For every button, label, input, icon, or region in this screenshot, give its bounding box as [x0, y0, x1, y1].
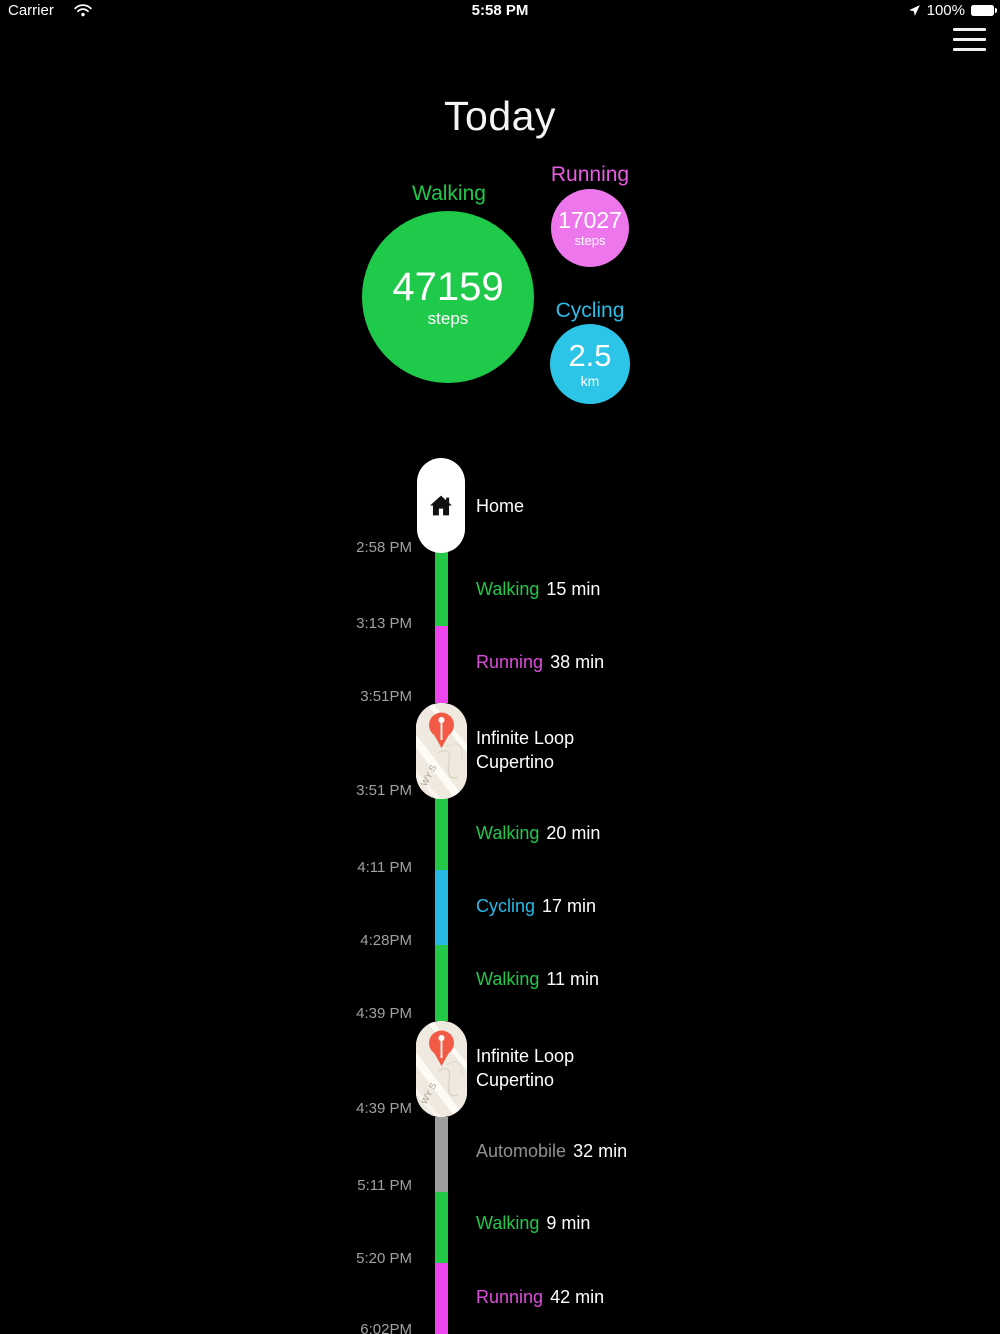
activity-duration: 9 min [546, 1213, 591, 1233]
battery-icon [971, 5, 997, 16]
walking-steps-unit: steps [427, 309, 469, 328]
menu-bar [953, 38, 986, 41]
wifi-icon [74, 4, 92, 17]
home-place-card[interactable] [417, 458, 465, 553]
time-label: 4:39 PM [356, 1100, 412, 1117]
activity-type-label: Running [476, 1287, 544, 1307]
menu-button[interactable] [953, 28, 986, 52]
activity-duration: 20 min [546, 823, 601, 843]
time-label: 5:20 PM [356, 1250, 412, 1267]
status-bar: Carrier 5:58 PM 100% [0, 0, 1000, 22]
timeline-segment-automobile [435, 1117, 448, 1192]
activity-row[interactable]: Walking 11 min [476, 967, 599, 991]
running-steps-value: 17027 [558, 207, 622, 233]
activity-row[interactable]: Running 42 min [476, 1285, 604, 1309]
activity-type-label: Cycling [476, 896, 536, 916]
running-label: Running [550, 163, 630, 186]
timeline-segment-walking [435, 548, 448, 626]
walking-summary-circle[interactable]: 47159 steps [362, 211, 534, 383]
cycling-summary-circle[interactable]: 2.5 km [550, 324, 630, 404]
activity-row[interactable]: Automobile 32 min [476, 1139, 627, 1163]
timeline-segment-walking [435, 945, 448, 1021]
map-pin-icon [429, 712, 454, 748]
activity-duration: 32 min [573, 1141, 628, 1161]
time-label: 4:39 PM [356, 1005, 412, 1022]
time-label: 3:51 PM [356, 782, 412, 799]
activity-row[interactable]: Running 38 min [476, 650, 604, 674]
place-name: Home [476, 496, 525, 516]
place-name: Infinite Loop [476, 1046, 575, 1066]
activity-row[interactable]: Walking 9 min [476, 1211, 590, 1235]
menu-bar [953, 48, 986, 51]
walking-steps-value: 47159 [392, 265, 504, 309]
map-place-card[interactable]: WY S [416, 703, 467, 799]
time-label: 3:13 PM [356, 615, 412, 632]
page-title: Today [444, 93, 556, 139]
activity-duration: 17 min [542, 896, 597, 916]
activity-type-label: Automobile [476, 1141, 567, 1161]
timeline-segment-walking [435, 1192, 448, 1263]
activity-row[interactable]: Walking 15 min [476, 577, 600, 601]
home-icon [430, 495, 452, 515]
timeline-segment-walking [435, 798, 448, 870]
map-place-card[interactable]: WY S [416, 1021, 467, 1117]
cycling-distance-unit: km [580, 372, 600, 389]
time-label: 4:11 PM [357, 859, 412, 876]
place-name: Infinite Loop [476, 728, 575, 748]
activity-type-label: Walking [476, 823, 540, 843]
time-label: 3:51PM [360, 688, 412, 705]
location-icon [908, 5, 920, 16]
carrier-label: Carrier [8, 2, 54, 19]
activity-type-label: Walking [476, 1213, 540, 1233]
time-label: 6:02PM [360, 1321, 412, 1334]
activity-duration: 38 min [550, 652, 605, 672]
activity-row[interactable]: Walking 20 min [476, 821, 600, 845]
status-clock: 5:58 PM [471, 2, 529, 19]
running-steps-unit: steps [574, 233, 606, 248]
walking-label: Walking [412, 182, 486, 205]
battery-percent: 100% [926, 2, 965, 19]
activity-duration: 15 min [546, 579, 601, 599]
map-pin-icon [429, 1030, 454, 1066]
map-thumbnail: WY S [416, 703, 467, 799]
running-summary-circle[interactable]: 17027 steps [551, 189, 629, 267]
timeline-segment-running [435, 626, 448, 703]
menu-bar [953, 28, 986, 31]
activity-duration: 11 min [546, 969, 600, 989]
activity-type-label: Walking [476, 969, 540, 989]
place-city: Cupertino [476, 752, 555, 772]
timeline-segment-running [435, 1263, 448, 1334]
timeline-segment-cycling [435, 870, 448, 945]
activity-type-label: Walking [476, 579, 540, 599]
cycling-label: Cycling [555, 299, 625, 322]
time-label: 2:58 PM [356, 539, 412, 556]
map-thumbnail: WY S [416, 1021, 467, 1117]
time-label: 5:11 PM [357, 1177, 412, 1194]
cycling-distance-value: 2.5 [568, 337, 612, 373]
activity-type-label: Running [476, 652, 544, 672]
activity-duration: 42 min [550, 1287, 605, 1307]
activity-row[interactable]: Cycling 17 min [476, 894, 596, 918]
time-label: 4:28PM [360, 932, 412, 949]
place-city: Cupertino [476, 1070, 555, 1090]
